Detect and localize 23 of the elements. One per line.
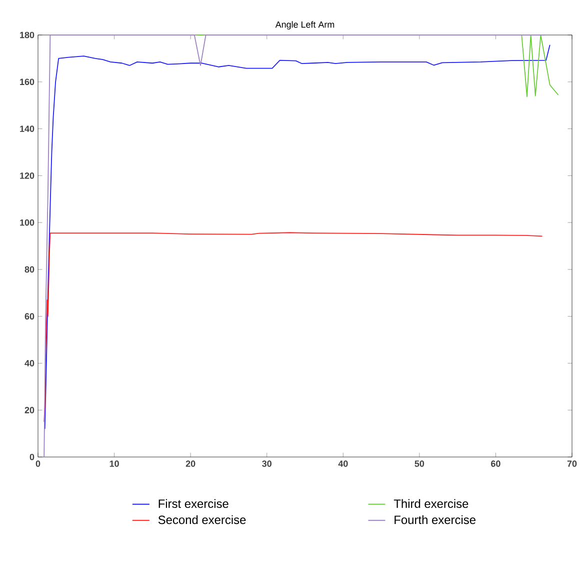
x-tick-label: 40 bbox=[338, 460, 348, 467]
legend-label: First exercise bbox=[158, 499, 228, 508]
legend-label: Fourth exercise bbox=[394, 515, 476, 524]
y-tick-label: 120 bbox=[20, 172, 34, 179]
y-tick-label: 60 bbox=[24, 313, 34, 320]
y-tick-label: 80 bbox=[24, 266, 34, 273]
y-tick-label: 180 bbox=[20, 32, 34, 38]
x-tick-label: 0 bbox=[36, 460, 40, 467]
x-tick-label: 60 bbox=[491, 460, 500, 467]
x-tick-label: 30 bbox=[262, 460, 272, 467]
y-tick-label: 20 bbox=[24, 406, 34, 414]
y-tick-label: 100 bbox=[20, 219, 34, 226]
chart-title: Angle Left Arm bbox=[275, 21, 334, 30]
y-tick-label: 40 bbox=[24, 360, 34, 366]
x-tick-label: 10 bbox=[110, 460, 119, 467]
legend-label: Second exercise bbox=[158, 515, 246, 524]
y-tick-label: 140 bbox=[20, 126, 34, 132]
legend-label: Third exercise bbox=[394, 499, 468, 508]
y-tick-label: 0 bbox=[30, 454, 34, 460]
x-tick-label: 20 bbox=[186, 460, 196, 467]
x-tick-label: 70 bbox=[567, 460, 577, 467]
y-tick-label: 160 bbox=[20, 78, 34, 86]
x-tick-label: 50 bbox=[414, 460, 424, 467]
